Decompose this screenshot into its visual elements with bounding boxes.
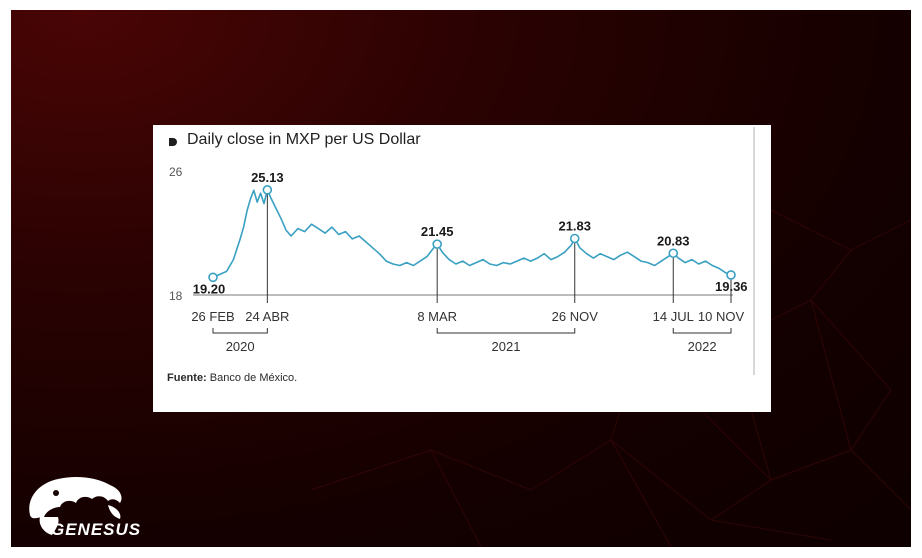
chart-card: Daily close in MXP per US Dollar 26 18 19.… (153, 125, 771, 412)
annotation-value-label: 20.83 (657, 233, 690, 248)
chart-source: Fuente: Banco de México. (167, 372, 297, 384)
chart-title: Daily close in MXP per US Dollar (187, 131, 421, 148)
annotation-marker (208, 272, 218, 283)
annotation-value-label: 21.45 (421, 224, 454, 239)
x-date-label: 8 MAR (417, 309, 457, 324)
annotation-marker (569, 233, 580, 244)
year-bracket (212, 328, 268, 334)
year-bracket (672, 328, 732, 334)
x-date-label: 24 ABR (245, 309, 289, 324)
y-tick-label-top: 26 (169, 165, 183, 179)
source-text: Banco de México. (209, 372, 298, 384)
year-bracket (436, 328, 576, 334)
annotation-value-label: 19.20 (193, 281, 226, 296)
x-date-label: 26 NOV (552, 309, 599, 324)
series-line (212, 189, 732, 279)
annotation-marker (432, 239, 442, 249)
annotation-marker (262, 185, 273, 195)
year-label: 2020 (226, 339, 255, 354)
slide-background: Daily close in MXP per US Dollar 26 18 19.… (11, 10, 911, 547)
annotation-marker (726, 270, 736, 280)
x-date-label: 26 FEB (191, 309, 234, 324)
annotation-marker (668, 248, 679, 259)
line-chart: 26 18 19.20 26 FEB 25.13 24 ABR 21.45 8 MAR 21.8… (169, 127, 755, 375)
logo-text: GENESUS (51, 520, 142, 539)
x-date-label: 10 NOV (698, 309, 745, 324)
annotation-value-label: 25.13 (251, 170, 284, 185)
year-label: 2021 (492, 339, 521, 354)
annotation-value-label: 21.83 (558, 219, 591, 234)
x-date-label: 14 JUL (653, 309, 694, 324)
source-label: Fuente: (167, 372, 207, 384)
title-bullet-icon (169, 138, 177, 146)
y-tick-label-bottom: 18 (169, 289, 183, 303)
genesus-logo-icon (29, 477, 122, 535)
annotation-value-label: 19.36 (715, 279, 748, 294)
year-label: 2022 (688, 339, 717, 354)
